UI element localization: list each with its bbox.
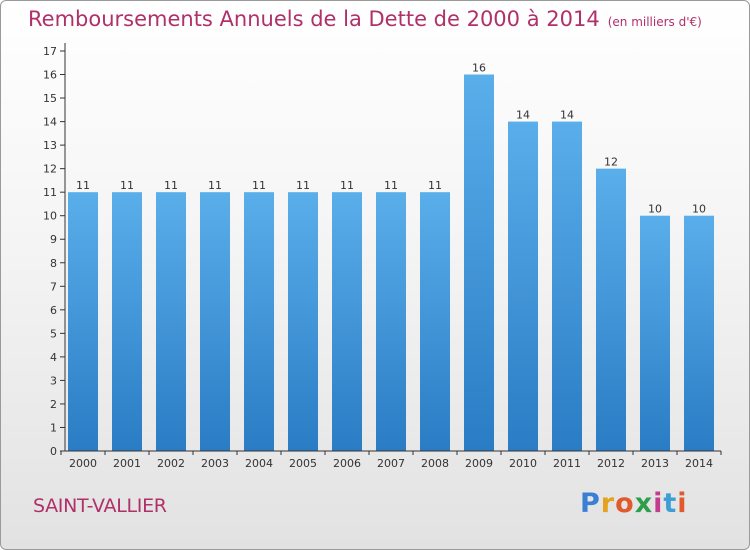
bar-2001	[112, 192, 142, 452]
x-tick-label-2000: 2000	[69, 457, 97, 470]
bar-value-label-2000: 11	[76, 179, 90, 192]
bar-2005	[288, 192, 318, 452]
y-tick-label-2: 2	[50, 398, 57, 411]
bar-value-label-2002: 11	[164, 179, 178, 192]
commune-name: SAINT-VALLIER	[33, 495, 167, 517]
bar-value-label-2006: 11	[340, 179, 354, 192]
proxiti-logo: Proxiti	[580, 488, 688, 519]
y-tick-label-14: 14	[43, 116, 57, 129]
y-tick-label-6: 6	[50, 304, 57, 317]
y-tick-label-5: 5	[50, 327, 57, 340]
y-tick-label-11: 11	[43, 186, 57, 199]
bar-value-label-2008: 11	[428, 179, 442, 192]
x-tick-label-2005: 2005	[289, 457, 317, 470]
x-tick-label-2007: 2007	[377, 457, 405, 470]
x-tick-label-2011: 2011	[553, 457, 581, 470]
chart-unit: (en milliers d'€)	[607, 15, 702, 29]
bar-2000	[68, 192, 98, 452]
x-tick-label-2013: 2013	[641, 457, 669, 470]
x-tick-label-2014: 2014	[685, 457, 713, 470]
logo-letter: o	[615, 488, 635, 519]
logo-letter: r	[600, 488, 616, 519]
y-tick-label-15: 15	[43, 92, 57, 105]
bar-value-label-2003: 11	[208, 179, 222, 192]
bar-value-label-2013: 10	[648, 203, 662, 216]
bar-value-label-2009: 16	[472, 62, 486, 75]
logo-letter: i	[677, 488, 688, 519]
bar-value-label-2014: 10	[692, 203, 706, 216]
bar-2010	[508, 121, 538, 452]
x-tick-label-2004: 2004	[245, 457, 273, 470]
y-tick-label-12: 12	[43, 163, 57, 176]
logo-letter: P	[580, 488, 601, 519]
logo-letter: i	[653, 488, 664, 519]
x-tick-label-2009: 2009	[465, 457, 493, 470]
x-tick-label-2003: 2003	[201, 457, 229, 470]
y-tick-label-13: 13	[43, 139, 57, 152]
bar-value-label-2007: 11	[384, 179, 398, 192]
bar-2013	[640, 215, 670, 451]
bar-value-label-2011: 14	[560, 109, 574, 122]
logo-letter: t	[663, 488, 678, 519]
y-tick-label-3: 3	[50, 374, 57, 387]
bar-2002	[156, 192, 186, 452]
x-tick-label-2008: 2008	[421, 457, 449, 470]
x-tick-label-2001: 2001	[113, 457, 141, 470]
bar-2008	[420, 192, 450, 452]
y-tick-label-16: 16	[43, 69, 57, 82]
bar-value-label-2005: 11	[296, 179, 310, 192]
chart-header: Remboursements Annuels de la Dette de 20…	[28, 7, 702, 31]
chart-title: Remboursements Annuels de la Dette de 20…	[28, 7, 600, 31]
bar-2011	[552, 121, 582, 452]
bar-2006	[332, 192, 362, 452]
bar-2004	[244, 192, 274, 452]
y-tick-label-10: 10	[43, 210, 57, 223]
y-tick-label-8: 8	[50, 257, 57, 270]
logo-letter: x	[634, 488, 654, 519]
bar-value-label-2004: 11	[252, 179, 266, 192]
bar-2007	[376, 192, 406, 452]
x-tick-label-2010: 2010	[509, 457, 537, 470]
bar-2003	[200, 192, 230, 452]
y-tick-label-1: 1	[50, 421, 57, 434]
bar-value-label-2001: 11	[120, 179, 134, 192]
y-tick-label-17: 17	[43, 45, 57, 58]
x-tick-label-2006: 2006	[333, 457, 361, 470]
x-tick-label-2002: 2002	[157, 457, 185, 470]
y-tick-label-4: 4	[50, 351, 57, 364]
bar-2014	[684, 215, 714, 451]
bar-2009	[464, 74, 494, 451]
y-tick-label-7: 7	[50, 280, 57, 293]
bar-2012	[596, 168, 626, 451]
bar-value-label-2010: 14	[516, 109, 530, 122]
bar-value-label-2012: 12	[604, 156, 618, 169]
y-tick-label-9: 9	[50, 233, 57, 246]
y-tick-label-0: 0	[50, 445, 57, 458]
x-tick-label-2012: 2012	[597, 457, 625, 470]
